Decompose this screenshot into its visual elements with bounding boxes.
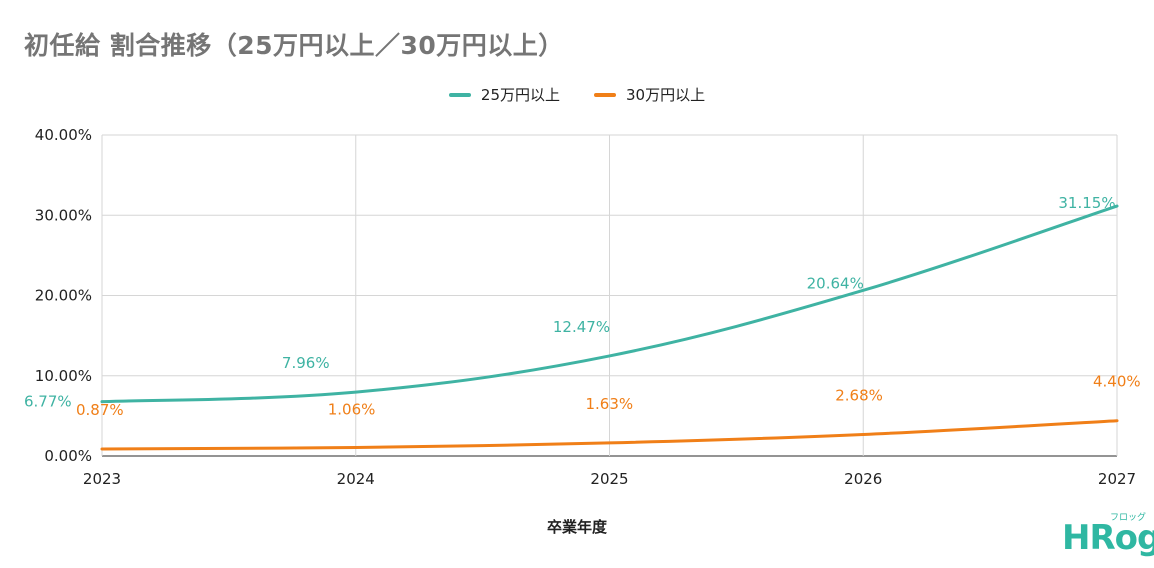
data-label-series-2: 1.63% [586,395,634,413]
legend-label-series-1: 25万円以上 [480,86,560,104]
legend: 25万円以上 30万円以上 [0,84,1154,105]
y-tick-label: 30.00% [35,206,92,224]
x-tick-label: 2027 [1098,470,1136,488]
data-label-series-2: 2.68% [835,386,883,404]
data-label-series-1: 6.77% [24,393,72,411]
legend-item-series-1[interactable]: 25万円以上 [448,84,560,105]
data-label-series-2: 0.87% [76,401,124,419]
x-tick-label: 2024 [337,470,375,488]
logo-text: HRog [1062,518,1154,558]
series-line-1 [100,204,1119,404]
x-tick-label: 2025 [590,470,628,488]
legend-item-series-2[interactable]: 30万円以上 [594,84,705,105]
legend-label-series-2: 30万円以上 [626,86,706,104]
y-tick-label: 10.00% [35,367,92,385]
legend-swatch-series-2 [594,92,616,97]
x-tick-label: 2026 [844,470,882,488]
hrog-logo: フロッグ HRog [1062,510,1154,562]
data-label-series-1: 20.64% [807,274,864,292]
y-tick-label: 40.00% [35,126,92,144]
data-label-series-1: 7.96% [282,354,330,372]
data-label-series-2: 1.06% [328,400,376,418]
x-tick-label: 2023 [83,470,121,488]
y-tick-label: 0.00% [44,447,92,465]
logo-sub-text: フロッグ [1110,513,1147,523]
data-label-series-1: 12.47% [553,318,610,336]
legend-swatch-series-1 [448,92,471,97]
y-tick-label: 20.00% [35,287,92,305]
chart-title: 初任給 割合推移（25万円以上／30万円以上） [24,31,564,60]
x-axis-title: 卒業年度 [546,518,607,536]
data-label-series-1: 31.15% [1058,194,1115,212]
data-label-series-2: 4.40% [1093,373,1141,391]
